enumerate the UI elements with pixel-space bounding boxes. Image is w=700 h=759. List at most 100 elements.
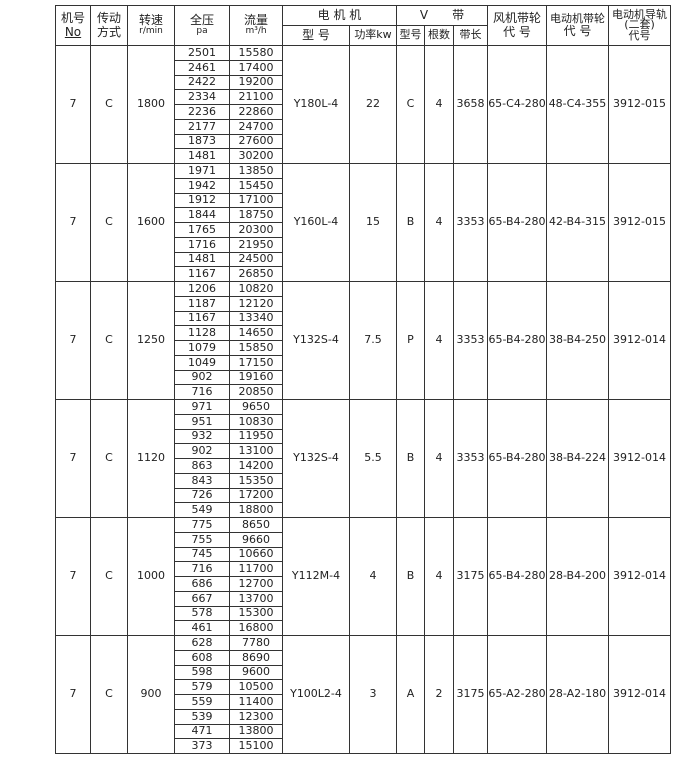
rail-cell: 3912-015 [608,45,671,164]
header-motor: 电 机 机 [282,5,397,26]
drive-cell: C [90,45,128,164]
flow-cell: 24500 [229,251,283,268]
header-pressure: 全压 pa [174,5,230,46]
belt-length-cell: 3658 [453,45,488,164]
pressure-cell: 951 [174,413,230,430]
table-row: 2461 17400 [56,59,671,76]
table-body: 7 C 1800 2501 15580 Y180L-4 22 C 4 3658 65-C4-280 4… [55,45,671,754]
pressure-cell: 843 [174,472,230,489]
pressure-cell: 902 [174,443,230,459]
pressure-cell: 716 [174,561,230,577]
pressure-cell: 1971 [174,163,230,179]
no-cell: 7 [55,163,91,282]
table-row: 7 C 1800 2501 15580 Y180L-4 22 C 4 3658 65-C4-280 4… [55,45,671,164]
table-row: 902 19160 [56,369,671,386]
table-row: 2177 24700 [56,118,671,135]
pressure-cell: 755 [174,531,230,548]
flow-cell: 13700 [229,590,283,607]
drive-cell: C [90,517,128,636]
flow-cell: 18800 [229,502,283,518]
table-row: 1873 27600 [56,133,671,150]
rail-cell: 3912-014 [608,399,671,518]
flow-cell: 22860 [229,104,283,120]
fan-pulley-cell: 65-B4-280 [487,281,547,400]
table-row: 1128 14650 [56,325,671,341]
motor-model-cell: Y100L2-4 [282,635,350,754]
pressure-cell: 1187 [174,295,230,312]
rail-cell: 3912-014 [608,635,671,754]
table-row: 1912 17100 [56,192,671,209]
pressure-cell: 863 [174,458,230,474]
pressure-cell: 745 [174,546,230,563]
flow-cell: 26850 [229,266,283,282]
fan-pulley-cell: 65-B4-280 [487,517,547,636]
pressure-cell: 1765 [174,222,230,238]
pressure-cell: 686 [174,576,230,592]
flow-cell: 21100 [229,89,283,105]
speed-cell: 1600 [127,163,175,282]
pressure-cell: 1128 [174,325,230,341]
header-vbelt: V 带 [396,5,488,26]
table-row: 461 16800 [56,620,671,636]
pressure-cell: 549 [174,502,230,518]
motor-pulley-cell: 28-B4-200 [546,517,609,636]
pressure-cell: 2461 [174,59,230,76]
pressure-cell: 2236 [174,104,230,120]
header-fan-pulley: 风机带轮代 号 [487,5,547,46]
motor-pulley-cell: 38-B4-250 [546,281,609,400]
motor-pulley-cell: 48-C4-355 [546,45,609,164]
pressure-cell: 1942 [174,177,230,194]
flow-cell: 15580 [229,45,283,61]
flow-cell: 20300 [229,222,283,238]
table-row: 7 C 1600 1971 13850 Y160L-4 15 B 4 3353 65-B4-280 4… [55,163,671,282]
table-row: 7 C 900 628 7780 Y100L2-4 3 A 2 3175 65-A2-280 28-A… [55,635,671,754]
drive-cell: C [90,399,128,518]
flow-cell: 12700 [229,576,283,592]
flow-cell: 17200 [229,487,283,504]
table-row: 559 11400 [56,694,671,710]
motor-pulley-cell: 38-B4-224 [546,399,609,518]
drive-cell: C [90,281,128,400]
belt-count-cell: 2 [424,635,454,754]
flow-cell: 11400 [229,694,283,710]
pressure-cell: 971 [174,399,230,415]
motor-model-cell: Y160L-4 [282,163,350,282]
fan-pulley-cell: 65-B4-280 [487,163,547,282]
flow-cell: 13800 [229,723,283,740]
power-cell: 15 [349,163,397,282]
no-cell: 7 [55,45,91,164]
pressure-cell: 932 [174,428,230,445]
header-belt-length: 带长 [453,25,488,46]
belt-count-cell: 4 [424,517,454,636]
table-row: 1187 12120 [56,295,671,312]
motor-model-cell: Y180L-4 [282,45,350,164]
fan-spec-table: 机号 No 传动 方式 转速 r/min 全压 pa 流量 m³/h 电 机 机 V 带 … [55,5,671,754]
flow-cell: 9600 [229,664,283,681]
power-cell: 4 [349,517,397,636]
flow-cell: 13100 [229,443,283,459]
table-row: 2334 21100 [56,89,671,105]
flow-cell: 9660 [229,531,283,548]
flow-cell: 13340 [229,310,283,327]
fan-pulley-cell: 65-C4-280 [487,45,547,164]
flow-cell: 17100 [229,192,283,209]
belt-model-cell: P [396,281,425,400]
table-row: 863 14200 [56,458,671,474]
flow-cell: 24700 [229,118,283,135]
table-header: 机号 No 传动 方式 转速 r/min 全压 pa 流量 m³/h 电 机 机 V 带 … [55,5,671,46]
table-row: 7 C 1120 971 9650 Y132S-4 5.5 B 4 3353 65-B4-280 38… [55,399,671,518]
table-row: 2422 19200 [56,74,671,91]
belt-count-cell: 4 [424,163,454,282]
flow-cell: 15300 [229,605,283,622]
flow-cell: 9650 [229,399,283,415]
flow-cell: 17150 [229,354,283,371]
no-cell: 7 [55,281,91,400]
flow-cell: 19200 [229,74,283,91]
flow-cell: 19160 [229,369,283,386]
motor-pulley-cell: 28-A2-180 [546,635,609,754]
flow-cell: 10660 [229,546,283,563]
pressure-cell: 461 [174,620,230,636]
header-drive: 传动 方式 [90,5,128,46]
table-row: 902 13100 [56,443,671,459]
pressure-cell: 471 [174,723,230,740]
